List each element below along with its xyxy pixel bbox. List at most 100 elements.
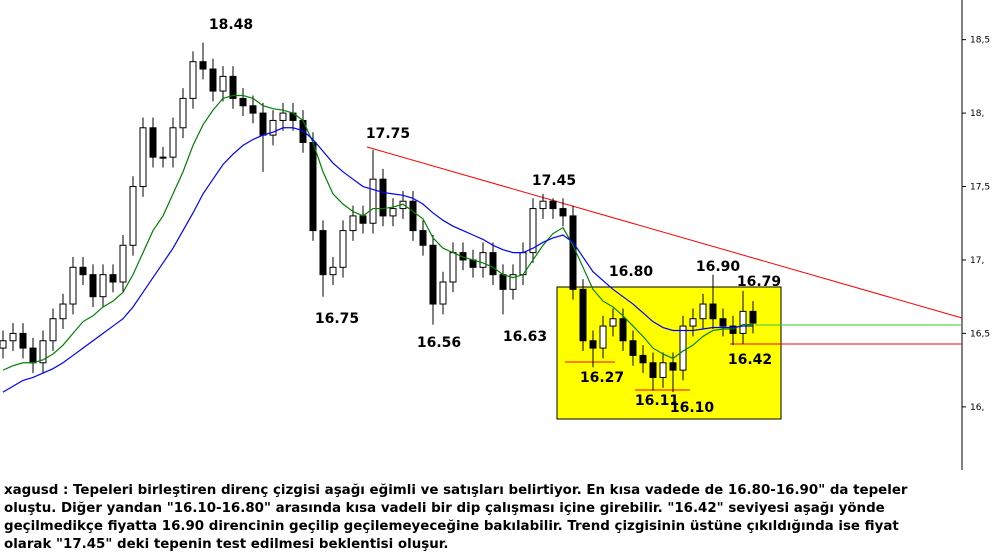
caption-line: olarak "17.45" deki tepenin test edilmes… xyxy=(4,537,449,552)
candle-body xyxy=(139,127,147,188)
candle-body xyxy=(499,274,507,290)
candle-body xyxy=(749,310,757,324)
candle-body xyxy=(59,303,67,320)
price-label: 16.90 xyxy=(696,259,741,275)
candle-body xyxy=(89,274,97,298)
price-label: 17.45 xyxy=(532,173,576,189)
candle-body xyxy=(9,332,17,342)
candle-body xyxy=(429,244,437,305)
candle-body xyxy=(49,318,57,342)
caption-line: oluştu. Diğer yandan "16.10-16.80" arası… xyxy=(4,501,885,516)
candle-body xyxy=(709,303,717,320)
candle-body xyxy=(539,200,547,210)
candle-body xyxy=(629,340,637,356)
candle-body xyxy=(529,208,537,254)
candle-body xyxy=(39,340,47,364)
candle-body xyxy=(719,318,727,327)
candle-body xyxy=(549,200,557,210)
candle-body xyxy=(409,200,417,232)
candle-body xyxy=(649,362,657,378)
candle-body xyxy=(369,178,377,224)
candle-body xyxy=(589,340,597,349)
range-box xyxy=(556,286,782,420)
candle-body xyxy=(119,244,127,283)
candle-body xyxy=(389,208,397,217)
candle-body xyxy=(319,230,327,276)
moving-average-line xyxy=(2,127,753,393)
caption-line: xagusd : Tepeleri birleştiren direnç çiz… xyxy=(4,483,908,498)
candle-body xyxy=(69,266,77,305)
y-tick-label: 17, xyxy=(970,256,984,266)
y-tick-label: 16, xyxy=(970,403,984,413)
candle-body xyxy=(149,127,157,158)
candle-body xyxy=(349,215,357,232)
candle-body xyxy=(419,230,427,246)
y-tick-label: 17,5 xyxy=(970,183,990,193)
candle-body xyxy=(159,156,167,159)
price-label: 16.80 xyxy=(609,264,654,280)
candle-body xyxy=(249,105,257,114)
candle-body xyxy=(379,178,387,217)
price-label: 16.42 xyxy=(728,352,772,368)
price-label: 16.11 xyxy=(635,393,679,409)
candle-body xyxy=(219,75,227,92)
candle-body xyxy=(109,274,117,283)
plot-area xyxy=(0,42,757,393)
candle-body xyxy=(739,310,747,334)
candle-body xyxy=(239,97,247,107)
price-label: 16.10 xyxy=(670,400,715,416)
candle-body xyxy=(229,75,237,99)
candle-body xyxy=(699,303,707,320)
price-label: 16.63 xyxy=(503,329,547,345)
candle-body xyxy=(449,252,457,283)
candle-body xyxy=(639,354,647,364)
candle-body xyxy=(269,119,277,136)
candle-body xyxy=(19,332,27,349)
candle-body xyxy=(729,325,737,334)
candle-body xyxy=(339,230,347,268)
candle-body xyxy=(189,61,197,99)
y-tick-label: 18,5 xyxy=(970,36,990,46)
candle-body xyxy=(259,112,267,136)
candle-body xyxy=(199,61,207,70)
candle-body xyxy=(279,112,287,121)
candle-body xyxy=(209,68,217,92)
candle-body xyxy=(509,274,517,290)
candle-body xyxy=(79,266,87,276)
candle-body xyxy=(679,325,687,371)
candle-body xyxy=(329,266,337,276)
y-tick-label: 16,5 xyxy=(970,329,990,339)
candle-body xyxy=(489,252,497,276)
candle-body xyxy=(609,318,617,327)
y-tick-label: 18, xyxy=(970,109,984,119)
candle-body xyxy=(179,97,187,129)
candle-body xyxy=(569,215,577,290)
candle-body xyxy=(479,252,487,268)
candle-body xyxy=(0,340,7,349)
candle-body xyxy=(669,362,677,371)
candle-body xyxy=(439,281,447,305)
candle-body xyxy=(129,186,137,246)
candle-body xyxy=(579,288,587,342)
price-label: 16.56 xyxy=(417,335,461,351)
price-label: 16.79 xyxy=(737,274,781,290)
caption-line: geçilmedikçe fiyatta 16.90 direncinin ge… xyxy=(4,519,899,534)
candle-body xyxy=(599,325,607,349)
candle-body xyxy=(169,127,177,158)
candle-body xyxy=(359,215,367,224)
candle-body xyxy=(99,274,107,298)
caption: xagusd : Tepeleri birleştiren direnç çiz… xyxy=(4,482,994,554)
candle-body xyxy=(559,208,567,217)
candle-body xyxy=(689,318,697,327)
trend-line xyxy=(366,146,963,319)
candle-body xyxy=(29,347,37,364)
candle-body xyxy=(659,362,667,378)
price-label: 16.27 xyxy=(580,370,624,386)
candle-body xyxy=(619,318,627,342)
candle-body xyxy=(309,141,317,232)
price-label: 18.48 xyxy=(209,17,253,33)
price-label: 16.75 xyxy=(315,311,359,327)
price-label: 17.75 xyxy=(366,126,410,142)
chart: 18.48 17.75 16.75 16.56 17.45 16.63 16.8… xyxy=(0,0,990,470)
